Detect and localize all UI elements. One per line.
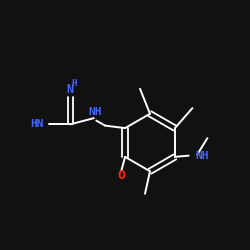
Text: O: O <box>117 169 125 182</box>
Text: H: H <box>72 78 77 88</box>
Text: NH: NH <box>88 107 102 117</box>
Text: NH: NH <box>195 150 208 161</box>
Text: N: N <box>66 83 74 96</box>
Text: HN: HN <box>30 120 44 130</box>
